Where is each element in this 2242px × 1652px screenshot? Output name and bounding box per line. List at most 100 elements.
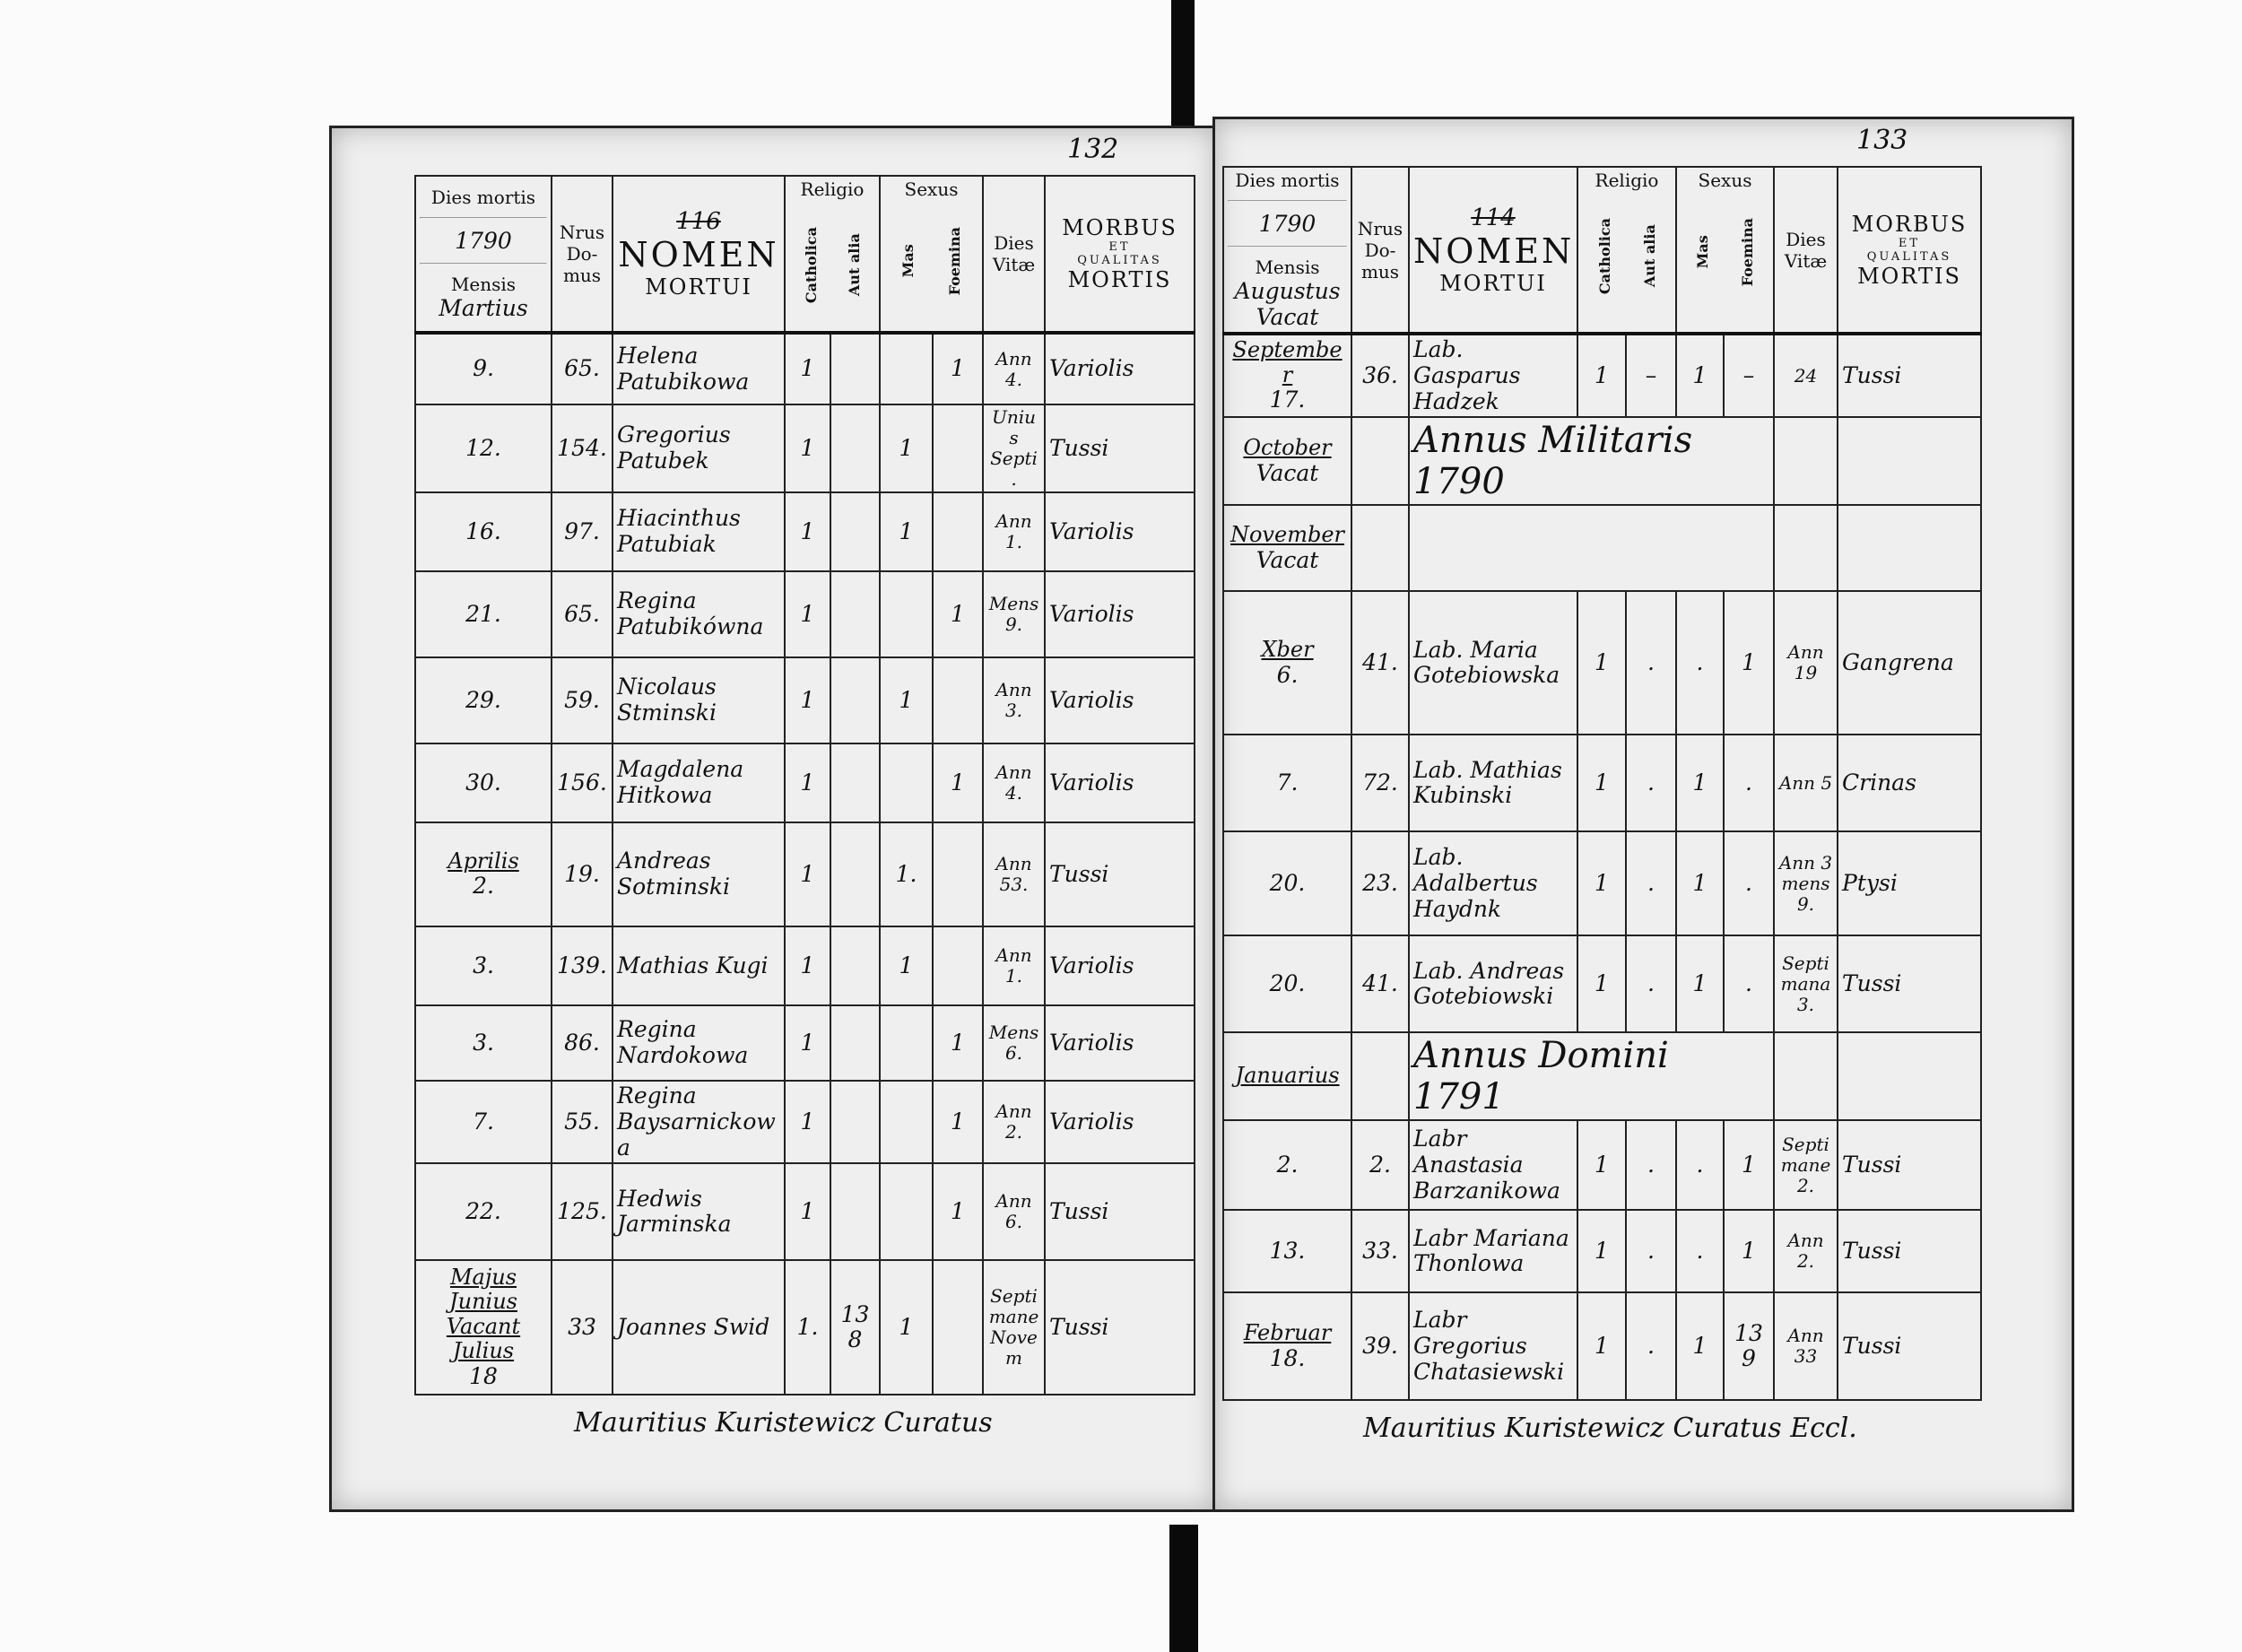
cause-of-death: Ptysi: [1837, 830, 1982, 937]
cause-of-death: Variolis: [1044, 570, 1195, 658]
table-row: 2. 2. Labr Anastasia Barzanikowa 1 . . 1 …: [1222, 1119, 1982, 1212]
date-cell: Xber 6.: [1222, 590, 1352, 736]
age: Ann 4.: [982, 332, 1046, 405]
header-religio: Religio Catholica Aut alia: [784, 175, 881, 335]
foemina-mark: 1: [932, 1162, 984, 1262]
catholica-mark: 1: [1577, 590, 1627, 736]
deceased-name: Mathias Kugi: [612, 926, 786, 1006]
age: Ann 1.: [982, 926, 1046, 1006]
age: Septimana 3.: [1773, 935, 1838, 1034]
aut-alia-mark: [830, 1004, 881, 1082]
day: Vacat: [1256, 546, 1319, 573]
header-dies-vitae: Dies Vitæ: [982, 175, 1046, 335]
table-row: Februar 18. 39. Labr Gregorius Chatasiewsk…: [1222, 1291, 1982, 1402]
year-note: Annus Militaris 1790: [1408, 416, 1775, 507]
day: 18.: [1269, 1344, 1306, 1371]
table-row: October Vacat Annus Militaris 1790: [1222, 416, 1982, 507]
book-spine-bottom: [1169, 1525, 1198, 1652]
catholica-mark: 1: [784, 1079, 831, 1165]
deceased-name: Joannes Swid: [612, 1259, 786, 1396]
header-nrus-domus: Nrus Do-mus: [551, 175, 613, 335]
aut-alia-mark: [830, 926, 881, 1006]
cause-of-death: Tussi: [1044, 404, 1195, 493]
cause-of-death: Tussi: [1837, 332, 1982, 419]
header-religio: Religio Catholica Aut alia: [1577, 166, 1677, 335]
foemina-mark: .: [1723, 935, 1775, 1034]
header-sexus: Sexus Mas Foemina: [879, 175, 984, 335]
crossed-number: 114: [1471, 204, 1516, 231]
cause-of-death: Crinas: [1837, 734, 1982, 833]
foemina-mark: 1: [1723, 590, 1775, 736]
age: Mens 9.: [982, 570, 1046, 658]
deceased-name: Helena Patubikowa: [612, 332, 786, 405]
left-page-register-table: Dies mortis 1790 Mensis Martius Nrus Do-mus…: [414, 175, 1195, 1396]
foemina-mark: [932, 926, 984, 1006]
deceased-name: Regina Patubikówna: [612, 570, 786, 658]
day: 13.: [1269, 1237, 1306, 1264]
aut-alia-mark: [830, 1079, 881, 1165]
cause-of-death: Tussi: [1044, 1162, 1195, 1262]
age: Ann 3 mens 9.: [1773, 830, 1838, 937]
mas-mark: [879, 1079, 934, 1165]
age: Septimane 2.: [1773, 1119, 1838, 1212]
foemina-mark: [932, 656, 984, 744]
catholica-mark: 1: [784, 570, 831, 658]
foemina-mark: 1: [932, 743, 984, 823]
month-label: Aprilis: [448, 848, 519, 874]
day: 17.: [1269, 387, 1306, 413]
cause-of-death: Variolis: [1044, 1079, 1195, 1165]
cause-of-death: Variolis: [1044, 656, 1195, 744]
aut-alia-mark: [830, 491, 881, 572]
day: 18: [469, 1363, 498, 1390]
cause-of-death: Tussi: [1044, 822, 1195, 927]
foemina-mark: 1: [1723, 1119, 1775, 1212]
mas-mark: 1: [879, 656, 934, 744]
date-cell: 7.: [1222, 734, 1352, 833]
year-note: Annus Domini 1791: [1408, 1031, 1775, 1122]
mas-mark: 1: [879, 1259, 934, 1396]
mas-mark: .: [1675, 1119, 1725, 1212]
header-sexus: Sexus Mas Foemina: [1675, 166, 1775, 335]
house-number: 33: [551, 1259, 613, 1396]
foemina-mark: 1: [932, 570, 984, 658]
header-dies-mortis: Dies mortis 1790 Mensis Martius: [414, 175, 552, 335]
book-spine-top: [1171, 0, 1195, 126]
house-number: 19.: [551, 822, 613, 927]
header-nomen-mortui: 116 NOMEN MORTUI: [612, 175, 786, 335]
aut-alia-mark: 138: [830, 1259, 881, 1396]
catholica-mark: 1: [784, 743, 831, 823]
age: Ann 1.: [982, 491, 1046, 572]
table-row: 30. 156. Magdalena Hitkowa 1 1 Ann 4. Var…: [414, 743, 1195, 823]
age: Ann 2.: [1773, 1209, 1838, 1294]
aut-alia-mark: .: [1625, 830, 1677, 937]
table-row: 20. 41. Lab. Andreas Gotebiowski 1 . 1 . …: [1222, 935, 1982, 1034]
day: 12.: [465, 434, 501, 461]
table-row: 21. 65. Regina Patubikówna 1 1 Mens 9. Va…: [414, 570, 1195, 658]
date-cell: Majus Junius Vacant Julius 18: [414, 1259, 552, 1396]
table-row: 7. 55. Regina Baysarnickowa 1 1 Ann 2. Va…: [414, 1079, 1195, 1165]
table-row: Xber 6. 41. Lab. Maria Gotebiowska 1 . . 1…: [1222, 590, 1982, 736]
header-month: Martius: [439, 295, 528, 321]
cause-of-death: Variolis: [1044, 926, 1195, 1006]
aut-alia-mark: [830, 1162, 881, 1262]
catholica-mark: 1: [1577, 734, 1627, 833]
aut-alia-mark: .: [1625, 1291, 1677, 1402]
deceased-name: Lab. Gasparus Hadzek: [1408, 332, 1578, 419]
aut-alia-mark: [830, 743, 881, 823]
house-number: 125.: [551, 1162, 613, 1262]
day: 22.: [465, 1197, 501, 1224]
cause-of-death: Tussi: [1837, 1119, 1982, 1212]
deceased-name: Labr Gregorius Chatasiewski: [1408, 1291, 1578, 1402]
catholica-mark: 1: [784, 656, 831, 744]
aut-alia-mark: .: [1625, 590, 1677, 736]
house-number: 154.: [551, 404, 613, 493]
month-label: Februar: [1243, 1320, 1332, 1346]
cause-of-death: Variolis: [1044, 1004, 1195, 1082]
cause-of-death: Tussi: [1837, 1209, 1982, 1294]
aut-alia-mark: –: [1625, 332, 1677, 419]
right-signature: Mauritius Kuristewicz Curatus Eccl.: [1363, 1413, 1857, 1444]
house-number: 65.: [551, 570, 613, 658]
day: 7.: [473, 1108, 494, 1135]
table-row: 20. 23. Lab. Adalbertus Haydnk 1 . 1 . An…: [1222, 830, 1982, 937]
mas-mark: 1: [1675, 734, 1725, 833]
